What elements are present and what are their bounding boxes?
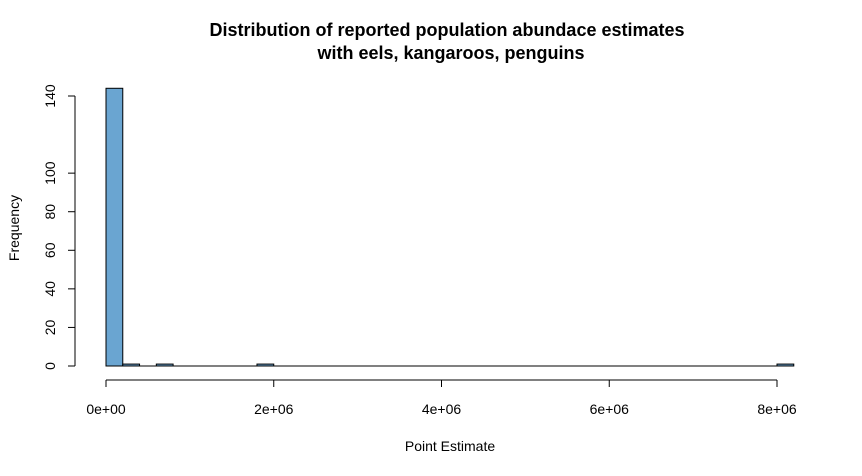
x-tick-label-1: 2e+06 <box>254 401 294 417</box>
histogram-bar-1 <box>122 363 141 367</box>
x-tick-label-2: 4e+06 <box>422 401 462 417</box>
chart-title-line2: with eels, kangaroos, penguins <box>316 43 584 63</box>
x-tick-label-0: 0e+00 <box>86 401 126 417</box>
y-tick-label-5: 100 <box>42 161 58 185</box>
histogram-bar-2 <box>155 363 174 367</box>
histogram-bar-4 <box>776 363 795 367</box>
y-axis: 0 20 40 60 80 100 140 <box>42 84 76 370</box>
x-axis: 0e+00 2e+06 4e+06 6e+06 8e+06 <box>86 379 797 417</box>
y-tick-label-2: 40 <box>42 281 58 297</box>
histogram-bar-3 <box>256 363 275 367</box>
y-tick-label-6: 140 <box>42 84 58 108</box>
y-tick-label-4: 80 <box>42 204 58 220</box>
x-axis-label: Point Estimate <box>405 438 495 454</box>
y-tick-label-3: 60 <box>42 242 58 258</box>
x-tick-label-3: 6e+06 <box>590 401 630 417</box>
histogram-bar-0 <box>105 87 124 367</box>
x-tick-label-4: 8e+06 <box>757 401 797 417</box>
y-tick-label-0: 0 <box>42 362 58 370</box>
y-tick-label-1: 20 <box>42 319 58 335</box>
y-axis-label: Frequency <box>6 195 22 261</box>
bars <box>105 87 795 367</box>
chart-title-line1: Distribution of reported population abun… <box>209 20 684 40</box>
